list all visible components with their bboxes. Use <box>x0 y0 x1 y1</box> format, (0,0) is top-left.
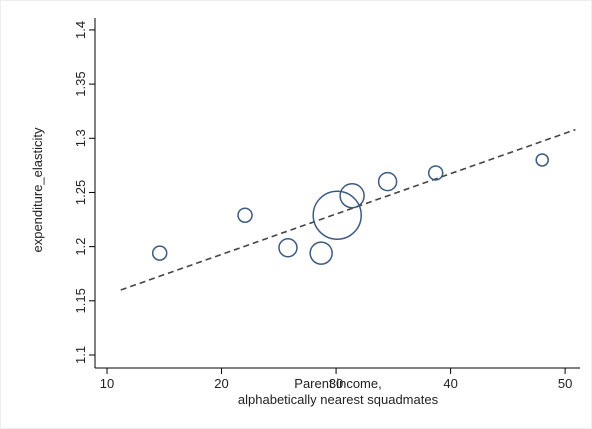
fit-line <box>120 128 576 291</box>
x-axis-label: Parent income, <box>294 376 381 391</box>
x-axis-label: alphabetically nearest squadmates <box>238 392 439 407</box>
bubble <box>377 171 398 192</box>
y-tick-label: 1.4 <box>73 21 88 39</box>
bubble <box>151 245 168 261</box>
bubble <box>278 237 298 258</box>
y-axis-label: expenditure_elasticity <box>30 127 45 253</box>
bubble <box>427 165 444 181</box>
y-tick-label: 1.25 <box>73 180 88 205</box>
bubble <box>309 241 333 265</box>
y-tick-label: 1.3 <box>73 129 88 147</box>
x-tick-label: 30 <box>329 376 343 391</box>
x-tick-label: 10 <box>100 376 114 391</box>
y-tick-label: 1.1 <box>73 346 88 364</box>
bubble <box>339 182 365 209</box>
y-tick-label: 1.35 <box>73 71 88 96</box>
x-tick-label: 20 <box>214 376 228 391</box>
x-tick-label: 40 <box>443 376 457 391</box>
bubble <box>535 153 549 167</box>
y-tick-label: 1.15 <box>73 288 88 313</box>
x-tick-label: 50 <box>558 376 572 391</box>
bubble <box>237 207 253 223</box>
bubble <box>312 190 362 240</box>
y-tick-label: 1.2 <box>73 238 88 256</box>
